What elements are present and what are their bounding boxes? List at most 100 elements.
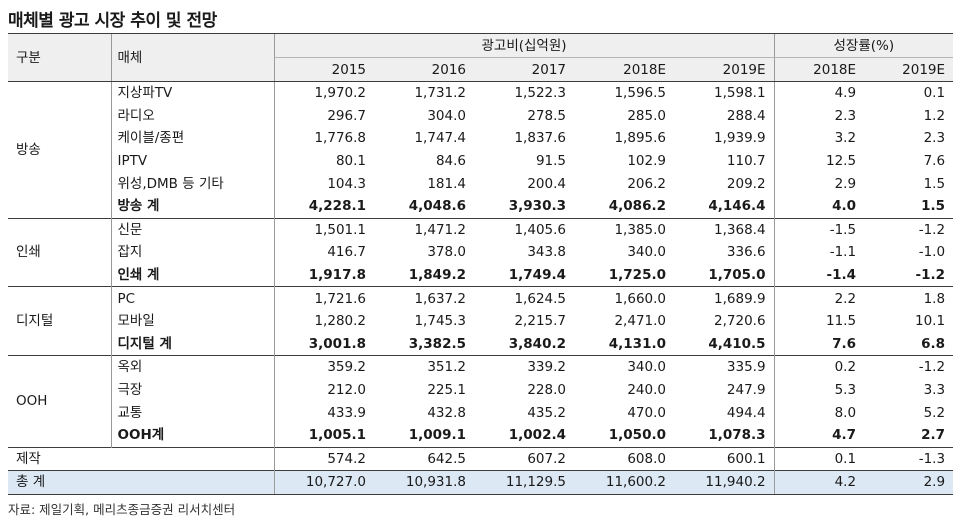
growth-cell: 3.2 <box>773 127 865 150</box>
growth-cell: -1.3 <box>864 446 954 471</box>
value-cell: 435.2 <box>527 404 566 421</box>
table-row: 라디오 296.7 304.0 278.5 285.0 288.4 2.3 1.2 <box>8 104 953 128</box>
growth-cell: 11.5 <box>773 309 865 333</box>
growth-cell: -1.2 <box>915 267 946 284</box>
value-cell: 339.2 <box>474 355 574 379</box>
value-cell: 240.0 <box>627 382 666 399</box>
value-cell: 607.2 <box>474 446 574 471</box>
value-cell: 416.7 <box>273 241 374 264</box>
media-name: 모바일 <box>110 309 274 333</box>
growth-cell: -1.5 <box>773 217 865 242</box>
growth-cell: 12.5 <box>773 149 865 173</box>
table-row: IPTV 80.1 84.6 91.5 102.9 110.7 12.5 7.6 <box>8 149 953 173</box>
subtotal-label: 디지털 계 <box>110 332 274 356</box>
growth-cell: 7.6 <box>773 332 865 356</box>
group-label: 방송 <box>16 141 41 158</box>
growth-cell: 2.9 <box>864 470 954 495</box>
growth-cell: -1.2 <box>864 217 954 242</box>
value-cell: 11,940.2 <box>674 470 775 495</box>
header-growth-year: 2019E <box>864 57 954 82</box>
value-cell: 1,745.3 <box>414 313 466 330</box>
value-cell: 574.2 <box>273 446 374 471</box>
header-growth-year: 2018E <box>773 57 865 82</box>
growth-cell: 2.3 <box>923 130 946 147</box>
growth-cell: 7.6 <box>923 153 946 170</box>
growth-cell: -1.1 <box>773 241 865 264</box>
value-cell: 1,660.0 <box>574 286 674 310</box>
value-cell: 1,776.8 <box>273 127 374 150</box>
value-cell: 206.2 <box>627 175 666 192</box>
value-cell: 285.0 <box>627 107 666 124</box>
growth-cell: 2.9 <box>773 172 865 195</box>
header-growth: 성장률(%) <box>773 33 954 58</box>
value-cell: 1,002.4 <box>508 427 566 444</box>
header-year: 2015 <box>273 57 374 82</box>
media-name: 지상파TV <box>110 81 274 105</box>
total-row: 총 계 10,727.0 10,931.8 11,129.5 11,600.2 11,94… <box>8 470 954 495</box>
value-cell: 11,600.2 <box>574 470 674 495</box>
value-cell: 433.9 <box>273 401 374 424</box>
value-cell: 104.3 <box>273 172 374 195</box>
value-cell: 1,895.6 <box>614 130 666 147</box>
production-row: 제작 574.2 642.5 607.2 608.0 600.1 0.1 -1.3 <box>8 446 954 471</box>
value-cell: 1,050.0 <box>608 427 666 444</box>
growth-cell: 6.8 <box>921 335 946 352</box>
value-cell: 212.0 <box>273 378 374 402</box>
value-cell: 335.9 <box>674 355 775 379</box>
subtotal-row: OOH계 1,005.1 1,009.1 1,002.4 1,050.0 1,078.3 4… <box>8 423 953 447</box>
media-name: IPTV <box>110 149 274 173</box>
growth-cell: 8.0 <box>773 401 865 424</box>
media-name: 극장 <box>110 378 274 402</box>
value-cell: 2,215.7 <box>514 313 566 330</box>
header-row-1: 구분 매체 광고비(십억원) 성장률(%) <box>8 33 954 82</box>
value-cell: 80.1 <box>273 149 374 173</box>
media-name: PC <box>110 286 274 310</box>
subtotal-row: 방송 계 4,228.1 4,048.6 3,930.3 4,086.2 4,146.4 4… <box>8 194 953 219</box>
value-cell: 1,501.1 <box>273 217 374 242</box>
growth-cell: 1.8 <box>864 286 954 310</box>
value-cell: 4,146.4 <box>708 198 766 215</box>
value-cell: 11,129.5 <box>474 470 574 495</box>
value-cell: 351.2 <box>374 355 474 379</box>
table-row: 케이블/종편 1,776.8 1,747.4 1,837.6 1,895.6 1,939.… <box>8 127 953 150</box>
value-cell: 110.7 <box>726 153 766 170</box>
media-name: 신문 <box>110 217 274 242</box>
total-label: 총 계 <box>8 470 274 495</box>
ad-market-table: 구분 매체 광고비(십억원) 성장률(%) 2015 2016 2017 2018E 2019E… <box>8 33 954 495</box>
value-cell: 1,917.8 <box>273 263 374 287</box>
header-ad-spend: 광고비(십억원) <box>273 33 775 58</box>
value-cell: 2,720.6 <box>714 313 766 330</box>
value-cell: 1,624.5 <box>474 286 574 310</box>
value-cell: 359.2 <box>273 355 374 379</box>
header-year: 2016 <box>374 57 474 82</box>
table-row: 위성,DMB 등 기타 104.3 181.4 200.4 206.2 209.2 2.9 1… <box>8 172 953 195</box>
value-cell: 3,840.2 <box>508 335 566 352</box>
growth-cell: 4.0 <box>773 194 865 219</box>
value-cell: 608.0 <box>574 446 674 471</box>
value-cell: 1,385.0 <box>574 217 674 242</box>
growth-cell: 4.2 <box>773 470 865 495</box>
table-title: 매체별 광고 시장 추이 및 전망 <box>8 11 217 31</box>
media-name: 잡지 <box>110 241 274 264</box>
growth-cell: 5.3 <box>773 378 865 402</box>
value-cell: 1,368.4 <box>674 217 775 242</box>
value-cell: 1,078.3 <box>708 427 766 444</box>
value-cell: 296.7 <box>273 104 374 128</box>
source-note: 자료: 제일기획, 메리츠종금증권 리서치센터 <box>8 502 236 517</box>
value-cell: 209.2 <box>726 175 766 192</box>
subtotal-row: 디지털 계 3,001.8 3,382.5 3,840.2 4,131.0 4,410.5… <box>8 332 953 356</box>
value-cell: 1,280.2 <box>273 309 374 333</box>
value-cell: 340.0 <box>627 244 666 261</box>
table-row: 디지털 PC 1,721.6 1,637.2 1,624.5 1,660.0 1,689.9… <box>8 286 954 356</box>
value-cell: 4,048.6 <box>408 198 466 215</box>
value-cell: 1,721.6 <box>273 286 374 310</box>
value-cell: 1,837.6 <box>514 130 566 147</box>
table-row: 방송 지상파TV 1,970.2 1,731.2 1,522.3 1,596.5 1,598… <box>8 81 953 158</box>
table-row: 극장 212.0 225.1 228.0 240.0 247.9 5.3 3.3 <box>8 378 953 402</box>
production-label: 제작 <box>8 446 274 471</box>
table-row: 잡지 416.7 378.0 343.8 340.0 336.6 -1.1 -1.0 <box>8 241 953 264</box>
subtotal-label: 인쇄 계 <box>110 263 274 287</box>
value-cell: 1,689.9 <box>674 286 775 310</box>
growth-cell: 2.2 <box>773 286 865 310</box>
growth-cell: 10.1 <box>914 313 946 330</box>
